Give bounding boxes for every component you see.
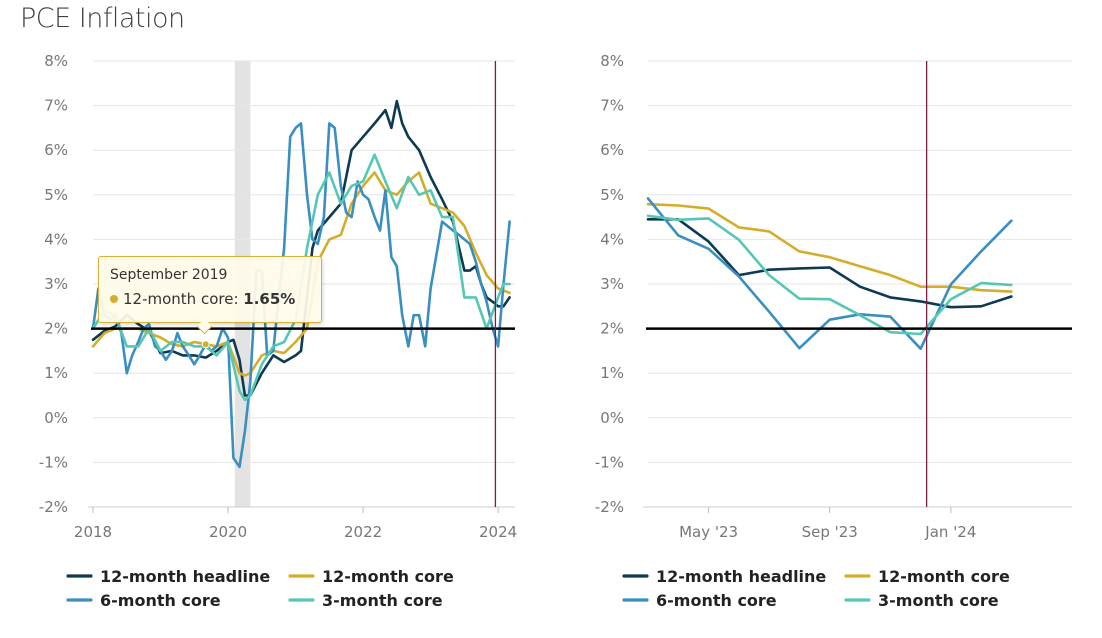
- legend-label-headline: 12-month headline: [656, 567, 826, 586]
- chart-2: -2% -1% 0% 1% 2% 3% 4% 5% 6% 7% 8% May '23 Sep '23 Ja…: [595, 52, 1072, 541]
- y-tick-label: 2%: [600, 320, 624, 338]
- y-tick-label: 8%: [600, 52, 624, 70]
- y-tick-label: -2%: [595, 498, 624, 516]
- y-tick-label: 3%: [600, 275, 624, 293]
- y-tick-label: 0%: [44, 409, 68, 427]
- legend-label-core12: 12-month core: [322, 567, 454, 586]
- x-tick-label: 2024: [479, 523, 517, 541]
- series-line-headline: [646, 218, 1013, 309]
- y-tick-label: 5%: [44, 186, 68, 204]
- x-tick-label: 2022: [344, 523, 382, 541]
- y-tick-label: 5%: [600, 186, 624, 204]
- y-tick-label: 6%: [44, 141, 68, 159]
- chart-1: -2% -1% 0% 1% 2% 3% 4% 5% 6% 7% 8% 2018 2020 2022 2024: [39, 52, 517, 541]
- legend-label-core6: 6-month core: [100, 591, 221, 610]
- series-line-core3: [646, 214, 1013, 336]
- x-tick-label: Sep '23: [802, 523, 858, 541]
- y-tick-label: 7%: [44, 97, 68, 115]
- highlight-point: [201, 340, 210, 349]
- legend-label-core3: 3-month core: [878, 591, 999, 610]
- legend-label-core6: 6-month core: [656, 591, 777, 610]
- y-tick-label: -2%: [39, 498, 68, 516]
- series-line-headline: [91, 99, 511, 397]
- y-tick-label: 8%: [44, 52, 68, 70]
- legend-label-headline: 12-month headline: [100, 567, 270, 586]
- tooltip: September 2019 12-month core: 1.65%: [98, 256, 322, 335]
- y-tick-label: 4%: [44, 230, 68, 248]
- tooltip-dot: [110, 294, 118, 303]
- x-tick-label: 2018: [74, 523, 112, 541]
- x-tick-label: May '23: [679, 523, 738, 541]
- y-tick-label: 1%: [44, 364, 68, 382]
- y-tick-label: 4%: [600, 230, 624, 248]
- y-tick-label: 6%: [600, 141, 624, 159]
- y-tick-label: 3%: [44, 275, 68, 293]
- legend-label-core12: 12-month core: [878, 567, 1010, 586]
- x-tick-label: 2020: [209, 523, 247, 541]
- series-line-core6: [646, 197, 1013, 351]
- legend-2: 12-month headline 12-month core 6-month co…: [622, 567, 1010, 610]
- series-line-core6: [91, 122, 511, 469]
- y-tick-label: 2%: [44, 320, 68, 338]
- y-tick-label: 0%: [600, 409, 624, 427]
- tooltip-row: 12-month core: 1.65%: [110, 290, 295, 308]
- page-title: PCE Inflation: [20, 3, 185, 34]
- tooltip-series: 12-month core: [123, 290, 234, 308]
- tooltip-date: September 2019: [110, 267, 228, 283]
- legend-1: 12-month headline 12-month core 6-month co…: [66, 567, 454, 610]
- y-tick-label: -1%: [595, 453, 624, 471]
- y-tick-label: -1%: [39, 453, 68, 471]
- y-tick-label: 1%: [600, 364, 624, 382]
- y-tick-label: 7%: [600, 97, 624, 115]
- x-tick-label: Jan '24: [924, 523, 976, 541]
- legend-label-core3: 3-month core: [322, 591, 443, 610]
- tooltip-value: 1.65%: [243, 290, 296, 308]
